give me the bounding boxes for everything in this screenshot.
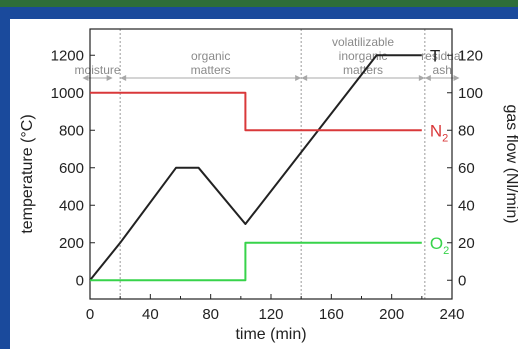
y-right-tick-label-0: 0 <box>458 272 466 289</box>
x-tick-label-6: 240 <box>439 306 464 323</box>
region-label-2-1: inorganic <box>339 49 388 63</box>
y-right-tick-label-5: 100 <box>458 85 483 102</box>
region-arrowhead-right-3 <box>453 75 460 81</box>
region-label-0-0: moisture <box>75 63 121 77</box>
x-tick-label-1: 40 <box>142 306 159 323</box>
y-left-tick-label-0: 0 <box>76 272 84 289</box>
chart-svg: moistureorganicmattersvolatilizableinorg… <box>19 28 518 343</box>
series-label-o2: O2 <box>430 234 449 257</box>
x-tick-label-2: 80 <box>202 306 219 323</box>
region-arrowhead-left-1 <box>120 75 127 81</box>
region-arrowhead-left-0 <box>82 75 89 81</box>
y-right-tick-label-2: 40 <box>458 197 475 214</box>
y-left-tick-label-1: 200 <box>59 235 84 252</box>
region-label-2-0: volatilizable <box>332 35 394 49</box>
series-line-n2 <box>90 91 422 132</box>
y-left-axis-title: temperature (°C) <box>19 114 36 233</box>
plot-frame <box>89 28 453 300</box>
region-label-3-1: ash <box>433 63 452 77</box>
series-label-n2: N2 <box>430 121 448 144</box>
region-label-1-0: organic <box>191 49 230 63</box>
region-label-1-1: matters <box>191 63 231 77</box>
y-right-axis-title: gas flow (Nl/min) <box>503 104 518 223</box>
series-label-t: T <box>430 46 440 65</box>
series-line-o2 <box>90 241 422 282</box>
y-left-tick-label-5: 1000 <box>51 85 84 102</box>
y-right-tick-label-6: 120 <box>458 47 483 64</box>
y-left-tick-label-4: 800 <box>59 122 84 139</box>
y-right-tick-label-1: 20 <box>458 235 475 252</box>
region-arrowhead-right-2 <box>418 75 425 81</box>
x-tick-label-5: 200 <box>379 306 404 323</box>
y-right-tick-label-3: 60 <box>458 160 475 177</box>
region-arrowhead-right-1 <box>295 75 302 81</box>
region-arrowhead-right-0 <box>106 75 113 81</box>
region-arrowhead-left-2 <box>301 75 308 81</box>
y-right-tick-label-4: 80 <box>458 122 475 139</box>
x-tick-label-4: 160 <box>319 306 344 323</box>
region-label-3-0: residual <box>421 49 463 63</box>
y-left-tick-label-2: 400 <box>59 197 84 214</box>
series-line-t <box>89 54 422 281</box>
region-label-2-2: matters <box>343 63 383 77</box>
region-arrowhead-left-3 <box>424 75 431 81</box>
plot-area: moisture organic matters volatilizable inorg… <box>10 19 518 349</box>
x-tick-label-3: 120 <box>258 306 283 323</box>
y-left-tick-label-3: 600 <box>59 160 84 177</box>
x-axis-title: time (min) <box>235 326 306 343</box>
x-tick-label-0: 0 <box>86 306 94 323</box>
y-left-tick-label-6: 1200 <box>51 47 84 64</box>
